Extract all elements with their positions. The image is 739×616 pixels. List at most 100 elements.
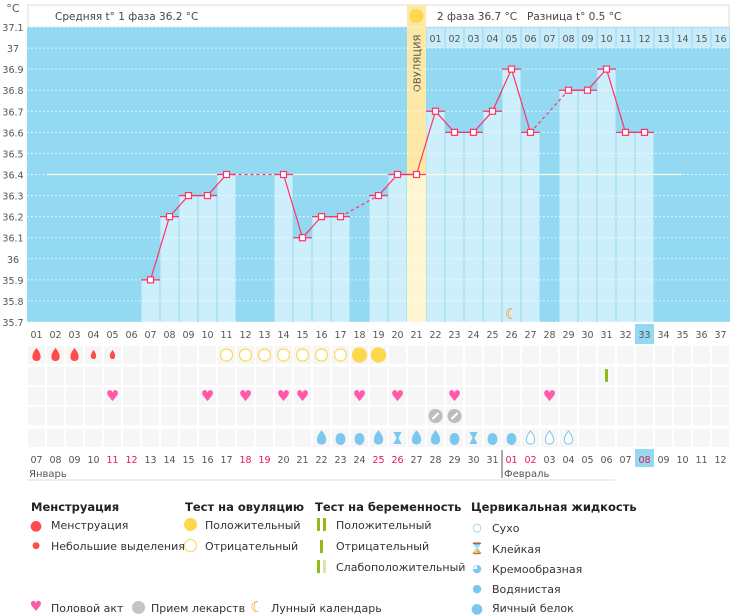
marker-cell	[47, 367, 64, 385]
phase2-day-label: 16	[714, 34, 726, 45]
temperature-bar	[616, 132, 635, 322]
fluid-watery-icon	[411, 430, 422, 445]
calendar-date: 07	[30, 455, 42, 466]
marker-cell	[655, 346, 672, 364]
marker-cell	[712, 387, 729, 405]
phase2-day-cell	[597, 28, 616, 48]
cycle-day-label: 21	[410, 330, 422, 341]
spotting-drop-icon: ●	[32, 541, 40, 551]
temperature-point	[469, 128, 478, 136]
marker-cell	[85, 407, 102, 425]
legend-fluid-egg-white: Яичный белок	[492, 602, 574, 615]
ovulation-test-negative-icon	[219, 348, 234, 362]
phase2-day-cell	[616, 28, 635, 48]
marker-cell	[389, 407, 406, 425]
phase2-day-label: 11	[619, 34, 631, 45]
marker-cell	[351, 387, 368, 405]
marker-cell	[180, 407, 197, 425]
y-tick-label: 36.9	[2, 65, 23, 76]
marker-cell	[560, 407, 577, 425]
temperature-bar	[274, 174, 293, 322]
marker-cell	[161, 407, 178, 425]
marker-cell	[123, 429, 140, 447]
marker-cell	[142, 429, 159, 447]
marker-cell	[674, 367, 691, 385]
cycle-day-label: 06	[125, 330, 137, 341]
cycle-day-label: 18	[353, 330, 365, 341]
spotting-icon	[90, 350, 97, 359]
cycle-day-label: 14	[277, 330, 289, 341]
temperature-line-segment	[491, 68, 513, 112]
temperature-bar	[578, 90, 597, 322]
ovulation-test-positive-icon	[370, 347, 387, 363]
phase2-day-label: 07	[543, 34, 555, 45]
phase2-day-cell	[559, 28, 578, 48]
phase2-day-cell	[673, 28, 692, 48]
cycle-day-label: 25	[486, 330, 498, 341]
heart-icon: ♥	[353, 387, 366, 405]
marker-cell	[522, 367, 539, 385]
phase2-day-cell	[521, 28, 540, 48]
temperature-point	[374, 191, 383, 200]
cycle-day-label: 23	[448, 330, 460, 341]
calendar-date: 18	[239, 455, 251, 466]
heart-icon: ♥	[239, 387, 252, 405]
phase2-day-label: 09	[581, 34, 593, 45]
temperature-bar	[141, 279, 160, 322]
cycle-day-label: 01	[30, 330, 42, 341]
marker-cell	[161, 367, 178, 385]
legend-fluid-title: Цервикальная жидкость	[471, 500, 637, 514]
ovulation-test-positive-icon	[351, 347, 368, 363]
phase2-day-label: 08	[562, 34, 574, 45]
fluid-egg-white-icon: ●	[470, 601, 484, 616]
calendar-date: 11	[695, 455, 707, 466]
marker-cell	[161, 346, 178, 364]
marker-cell	[503, 387, 520, 405]
temperature-point	[336, 213, 345, 221]
y-tick-label: 36.6	[2, 128, 23, 139]
temperature-bar	[559, 90, 578, 322]
marker-cell	[655, 429, 672, 447]
legend-fluid-watery: Водянистая	[492, 583, 561, 596]
phase2-day-cell	[464, 28, 483, 48]
calendar-date: 28	[429, 455, 441, 466]
calendar-date: 20	[277, 455, 289, 466]
calendar-date: 23	[334, 455, 346, 466]
marker-cell	[408, 367, 425, 385]
calendar-date: 21	[296, 455, 308, 466]
marker-cell	[712, 407, 729, 425]
phase2-day-cell	[445, 28, 464, 48]
cycle-day-label: 12	[239, 330, 251, 341]
cycle-day-label: 37	[714, 330, 726, 341]
cycle-day-label: 35	[676, 330, 688, 341]
calendar-date: 24	[353, 455, 365, 466]
marker-cell	[85, 367, 102, 385]
cycle-day-label: 33	[638, 330, 650, 341]
calendar-date: 26	[391, 455, 403, 466]
cycle-day-label: 27	[524, 330, 536, 341]
cycle-day-label: 19	[372, 330, 384, 341]
phase2-day-cell	[711, 28, 730, 48]
marker-cell	[123, 346, 140, 364]
marker-cell	[199, 346, 216, 364]
marker-cell	[598, 387, 615, 405]
cycle-day-label: 07	[144, 330, 156, 341]
marker-cell	[66, 407, 83, 425]
phase2-day-label: 05	[505, 34, 517, 45]
temperature-bar	[635, 132, 654, 322]
moon-icon: ☾	[250, 598, 264, 616]
temperature-point	[165, 213, 174, 221]
current-day-highlight	[635, 324, 654, 344]
legend-menstruation-light: Небольшие выделения	[51, 540, 185, 553]
marker-cell	[47, 429, 64, 447]
calendar-date: 05	[581, 455, 593, 466]
marker-cell	[142, 346, 159, 364]
ovulation-negative-icon	[184, 539, 197, 552]
marker-cell	[503, 346, 520, 364]
calendar-date: 07	[619, 455, 631, 466]
y-tick-label: 36.4	[2, 171, 23, 182]
marker-cell	[465, 367, 482, 385]
cycle-day-label: 03	[68, 330, 80, 341]
marker-cell	[617, 346, 634, 364]
phase2-day-label: 15	[695, 34, 707, 45]
